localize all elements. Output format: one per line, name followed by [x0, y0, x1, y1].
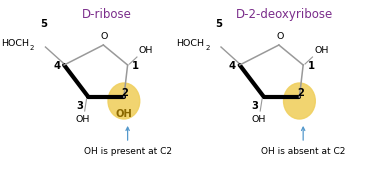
Text: 3: 3	[252, 101, 258, 111]
Text: 2: 2	[205, 45, 209, 51]
Text: 1: 1	[308, 61, 315, 71]
Text: OH is present at C2: OH is present at C2	[83, 147, 171, 156]
Text: OH: OH	[139, 46, 153, 55]
Text: 2: 2	[30, 45, 34, 51]
Text: HOCH: HOCH	[1, 39, 29, 48]
Text: HOCH: HOCH	[176, 39, 204, 48]
Text: 3: 3	[76, 101, 83, 111]
Text: OH: OH	[314, 46, 329, 55]
Text: D-ribose: D-ribose	[82, 8, 132, 21]
Text: OH: OH	[76, 115, 90, 124]
Ellipse shape	[108, 83, 140, 119]
Text: 2: 2	[297, 88, 304, 98]
Text: 4: 4	[53, 61, 61, 71]
Text: OH is absent at C2: OH is absent at C2	[261, 147, 345, 156]
Text: O: O	[101, 32, 108, 41]
Text: 5: 5	[40, 19, 47, 29]
Text: OH: OH	[251, 115, 265, 124]
Text: 2: 2	[121, 88, 128, 98]
Text: 1: 1	[132, 61, 139, 71]
Text: 4: 4	[229, 61, 236, 71]
Text: OH: OH	[115, 109, 132, 119]
Ellipse shape	[284, 83, 315, 119]
Text: 5: 5	[215, 19, 223, 29]
Text: D-2-deoxyribose: D-2-deoxyribose	[236, 8, 333, 21]
Text: O: O	[276, 32, 284, 41]
